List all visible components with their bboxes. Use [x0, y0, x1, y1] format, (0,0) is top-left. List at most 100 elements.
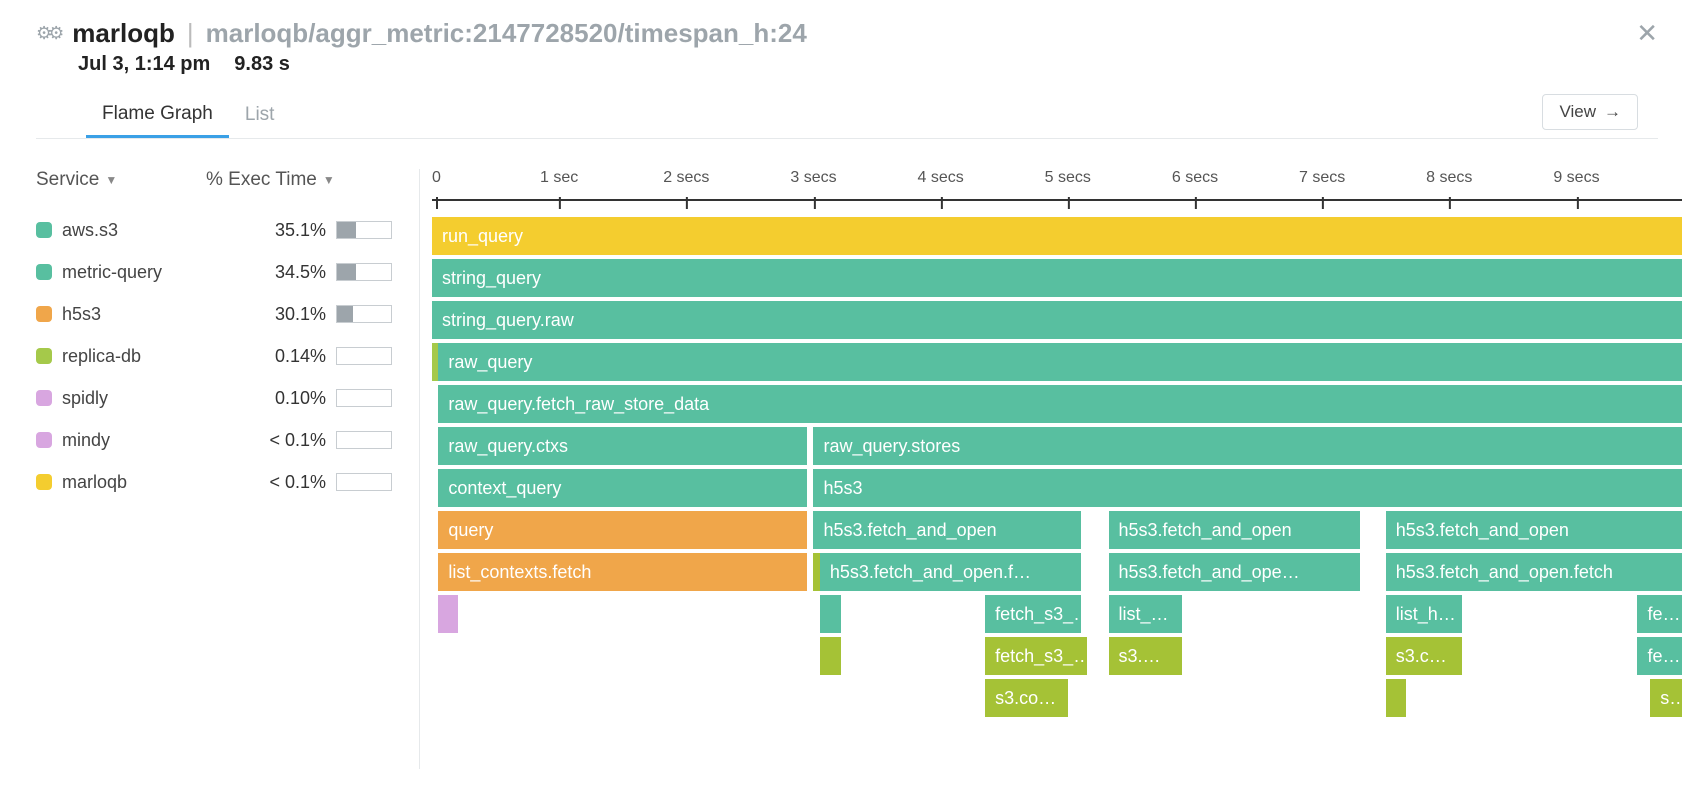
flame-row: raw_query.ctxsraw_query.stores	[432, 427, 1682, 467]
service-color-swatch	[36, 432, 52, 448]
flame-span[interactable]: fe…	[1637, 637, 1682, 675]
service-bar	[336, 305, 392, 323]
service-bar	[336, 389, 392, 407]
title-separator: |	[187, 18, 194, 49]
service-sidebar: Service ▼ % Exec Time ▼ aws.s3 35.1% met…	[0, 169, 420, 769]
flame-row: list_contexts.fetch h5s3.fetch_and_open.f…	[432, 553, 1682, 593]
flame-span[interactable]	[820, 637, 842, 675]
flame-span[interactable]: raw_query.stores	[813, 427, 1682, 465]
flame-span[interactable]: raw_query.ctxs	[438, 427, 807, 465]
flame-span[interactable]: fetch_s3_…	[985, 595, 1080, 633]
flame-row: string_query	[432, 259, 1682, 299]
service-bar	[336, 263, 392, 281]
flame-span[interactable]: query	[438, 511, 807, 549]
flame-span[interactable]: h5s3.fetch_and_open	[1386, 511, 1682, 549]
flame-span[interactable]: string_query	[432, 259, 1682, 297]
service-pct: 35.1%	[246, 220, 336, 241]
service-name: replica-db	[62, 346, 246, 367]
service-pct: 30.1%	[246, 304, 336, 325]
tab-flame-graph[interactable]: Flame Graph	[86, 95, 229, 138]
service-name: metric-query	[62, 262, 246, 283]
flame-span[interactable]: raw_query	[438, 343, 1682, 381]
timestamp: Jul 3, 1:14 pm	[78, 53, 210, 76]
axis-tick: 2 secs	[663, 169, 709, 187]
flame-span[interactable]: fetch_s3_…	[985, 637, 1087, 675]
flame-row: s3.co… s…	[432, 679, 1682, 719]
flame-span[interactable]: h5s3.fetch_and_open	[813, 511, 1080, 549]
service-row[interactable]: metric-query 34.5%	[36, 251, 419, 293]
service-row[interactable]: mindy < 0.1%	[36, 419, 419, 461]
service-pct: 0.14%	[246, 346, 336, 367]
axis-tick: 8 secs	[1426, 169, 1472, 187]
flame-span[interactable]: string_query.raw	[432, 301, 1682, 339]
service-row[interactable]: marloqb < 0.1%	[36, 461, 419, 503]
gear-icon: ⚙⚙	[36, 23, 60, 44]
axis-tick: 5 secs	[1045, 169, 1091, 187]
axis-tick: 9 secs	[1553, 169, 1599, 187]
axis-tick: 1 sec	[540, 169, 578, 187]
tab-list[interactable]: List	[229, 96, 291, 136]
service-row[interactable]: spidly 0.10%	[36, 377, 419, 419]
col-header-exec-time[interactable]: % Exec Time ▼	[206, 169, 335, 191]
service-title: marloqb	[72, 18, 175, 49]
view-button[interactable]: View →	[1542, 94, 1638, 130]
flame-span[interactable]: h5s3.fetch_and_open.f…	[820, 553, 1081, 591]
col-header-exec-label: % Exec Time	[206, 169, 317, 191]
col-header-service-label: Service	[36, 169, 99, 191]
flame-span[interactable]: list_h…	[1386, 595, 1462, 633]
flame-span[interactable]: s3.c…	[1386, 637, 1462, 675]
axis-tick: 7 secs	[1299, 169, 1345, 187]
duration: 9.83 s	[234, 53, 290, 76]
flame-row: raw_query.fetch_raw_store_data	[432, 385, 1682, 425]
flame-span[interactable]: h5s3	[813, 469, 1682, 507]
chevron-down-icon: ▼	[105, 173, 117, 187]
service-name: mindy	[62, 430, 246, 451]
flame-span[interactable]: run_query	[432, 217, 1682, 255]
service-name: aws.s3	[62, 220, 246, 241]
close-icon[interactable]: ✕	[1636, 18, 1658, 49]
axis-tick: 6 secs	[1172, 169, 1218, 187]
flame-span[interactable]: context_query	[438, 469, 807, 507]
flame-span[interactable]: raw_query.fetch_raw_store_data	[438, 385, 1682, 423]
service-name: h5s3	[62, 304, 246, 325]
flame-row: raw_query	[432, 343, 1682, 383]
time-axis: 0 1 sec 2 secs 3 secs 4 secs 5 secs 6 secs 7 se…	[432, 169, 1682, 211]
service-color-swatch	[36, 390, 52, 406]
service-row[interactable]: h5s3 30.1%	[36, 293, 419, 335]
trace-path: marloqb/aggr_metric:2147728520/timespan_…	[206, 18, 807, 49]
flame-row: queryh5s3.fetch_and_openh5s3.fetch_and_o…	[432, 511, 1682, 551]
col-header-service[interactable]: Service ▼	[36, 169, 206, 191]
flame-span[interactable]: s…	[1650, 679, 1682, 717]
flame-span[interactable]: s3.co…	[985, 679, 1068, 717]
flame-row: string_query.raw	[432, 301, 1682, 341]
flame-span[interactable]	[820, 595, 842, 633]
flame-span[interactable]: h5s3.fetch_and_ope…	[1109, 553, 1361, 591]
flame-span[interactable]: fe…	[1637, 595, 1682, 633]
service-bar	[336, 221, 392, 239]
service-color-swatch	[36, 348, 52, 364]
flame-span[interactable]: s3.…	[1109, 637, 1183, 675]
service-color-swatch	[36, 264, 52, 280]
flame-span[interactable]: list_…	[1109, 595, 1183, 633]
service-row[interactable]: aws.s3 35.1%	[36, 209, 419, 251]
flame-span[interactable]	[1386, 679, 1406, 717]
flame-row: run_query	[432, 217, 1682, 257]
service-bar	[336, 431, 392, 449]
service-pct: < 0.1%	[246, 472, 336, 493]
service-name: spidly	[62, 388, 246, 409]
service-bar	[336, 473, 392, 491]
axis-tick: 4 secs	[918, 169, 964, 187]
service-color-swatch	[36, 222, 52, 238]
view-button-label: View	[1559, 102, 1596, 122]
service-color-swatch	[36, 474, 52, 490]
flame-row: fetch_s3_… s3.… s3.c… fe…	[432, 637, 1682, 677]
flame-span[interactable]: list_contexts.fetch	[438, 553, 807, 591]
axis-tick: 3 secs	[790, 169, 836, 187]
service-row[interactable]: replica-db 0.14%	[36, 335, 419, 377]
flame-span[interactable]: h5s3.fetch_and_open.fetch	[1386, 553, 1682, 591]
flame-span[interactable]	[438, 595, 458, 633]
axis-tick: 0	[432, 169, 441, 187]
service-pct: 0.10%	[246, 388, 336, 409]
service-name: marloqb	[62, 472, 246, 493]
flame-span[interactable]: h5s3.fetch_and_open	[1109, 511, 1361, 549]
